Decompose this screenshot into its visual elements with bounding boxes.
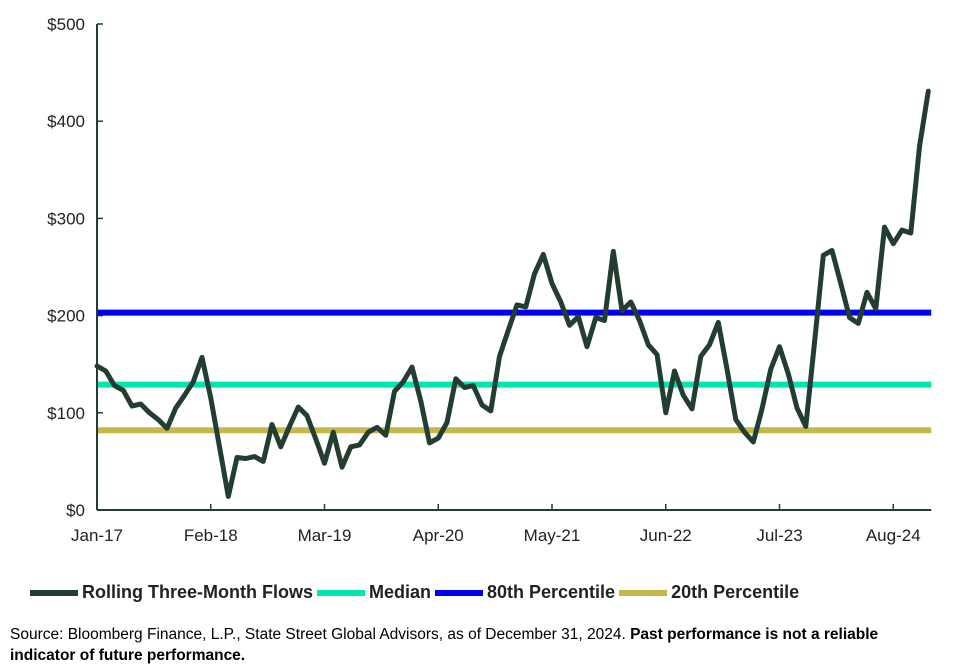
legend-label: Rolling Three-Month Flows bbox=[82, 582, 313, 602]
source-note: Source: Bloomberg Finance, L.P., State S… bbox=[10, 624, 940, 666]
x-tick-label: Jun-22 bbox=[640, 526, 692, 545]
source-text: Source: Bloomberg Finance, L.P., State S… bbox=[10, 626, 631, 643]
y-tick-label: $0 bbox=[66, 501, 85, 520]
x-tick-label: Jul-23 bbox=[756, 526, 802, 545]
legend-label: Median bbox=[368, 582, 431, 602]
legend-item-20th: 20th Percentile bbox=[619, 582, 799, 603]
legend-swatch bbox=[619, 589, 668, 596]
y-tick-label: $400 bbox=[47, 112, 85, 131]
legend-label: 80th Percentile bbox=[487, 582, 616, 602]
x-tick-label: May-21 bbox=[524, 526, 581, 545]
y-tick-label: $500 bbox=[47, 15, 85, 34]
legend-item-median: Median bbox=[316, 582, 431, 603]
chart: $0 $100 $200 $300 $400 $500 Jan-17 Feb-18 Mar-19… bbox=[47, 15, 932, 545]
legend-swatch bbox=[435, 589, 483, 596]
legend: Rolling Three-Month Flows Median 80th Pe… bbox=[30, 582, 803, 603]
y-tick-label: $300 bbox=[47, 209, 85, 228]
legend-item-80th: 80th Percentile bbox=[435, 582, 615, 603]
legend-swatch bbox=[30, 589, 78, 596]
x-tick-label: Feb-18 bbox=[184, 526, 238, 545]
disclaimer: Past performance is not a reliable indic… bbox=[10, 626, 879, 664]
legend-swatch bbox=[316, 589, 365, 596]
x-tick-label: Jan-17 bbox=[71, 526, 123, 545]
x-tick-label: Aug-24 bbox=[866, 526, 921, 545]
y-tick-label: $200 bbox=[47, 307, 85, 326]
y-tick-label: $100 bbox=[47, 404, 85, 423]
x-tick-label: Mar-19 bbox=[298, 526, 352, 545]
legend-label: 20th Percentile bbox=[671, 582, 800, 602]
legend-item-flows: Rolling Three-Month Flows bbox=[30, 582, 313, 603]
x-tick-label: Apr-20 bbox=[413, 526, 464, 545]
series-line-rolling-flows bbox=[94, 88, 931, 499]
